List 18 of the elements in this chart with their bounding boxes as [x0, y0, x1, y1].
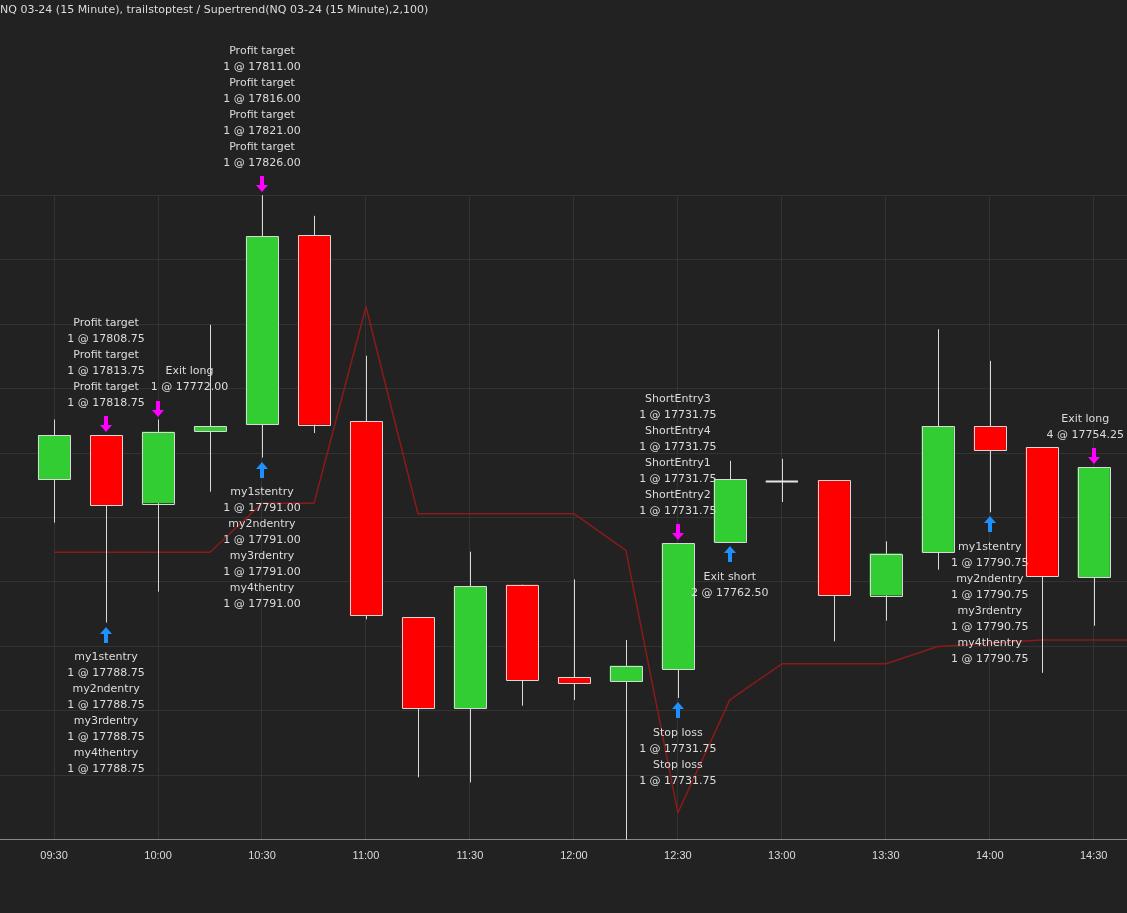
x-tick-label: 11:00 — [352, 849, 380, 862]
annotation: my1stentry 1 @ 17788.75 my2ndentry 1 @ 17788.75 my3rdentry 1 @ 17788.75 my4thentry 1 @ 17788.75 — [67, 650, 145, 776]
x-tick-label: 13:30 — [872, 849, 900, 862]
annotation: Profit target 1 @ 17811.00 Profit target 1 @ 17816.00 Profit target 1 @ 17821.00 Profit target 1 @ 17826.00 — [223, 44, 301, 170]
annotation: Stop loss 1 @ 17731.75 Stop loss 1 @ 17731.75 — [639, 725, 717, 787]
x-tick-label: 14:00 — [976, 849, 1004, 862]
x-tick-label: 09:30 — [40, 849, 68, 862]
x-tick-label: 12:00 — [560, 849, 588, 862]
x-tick-label: 12:30 — [664, 849, 692, 862]
x-tick-label: 11:30 — [456, 849, 484, 862]
annotation: Profit target 1 @ 17808.75 Profit target 1 @ 17813.75 Profit target 1 @ 17818.75 — [67, 315, 145, 409]
x-tick-label: 14:30 — [1079, 849, 1108, 862]
annotation: Exit long 4 @ 17754.25 — [1046, 412, 1124, 442]
x-tick-label: 13:00 — [768, 849, 796, 862]
candlestick — [765, 458, 798, 503]
x-tick-label: 10:00 — [144, 849, 172, 862]
x-tick-label: 10:30 — [248, 849, 276, 862]
chart-title: NQ 03-24 (15 Minute), trailstoptest / Supertrend(NQ 03-24 (15 Minute),2,100) — [0, 3, 429, 17]
